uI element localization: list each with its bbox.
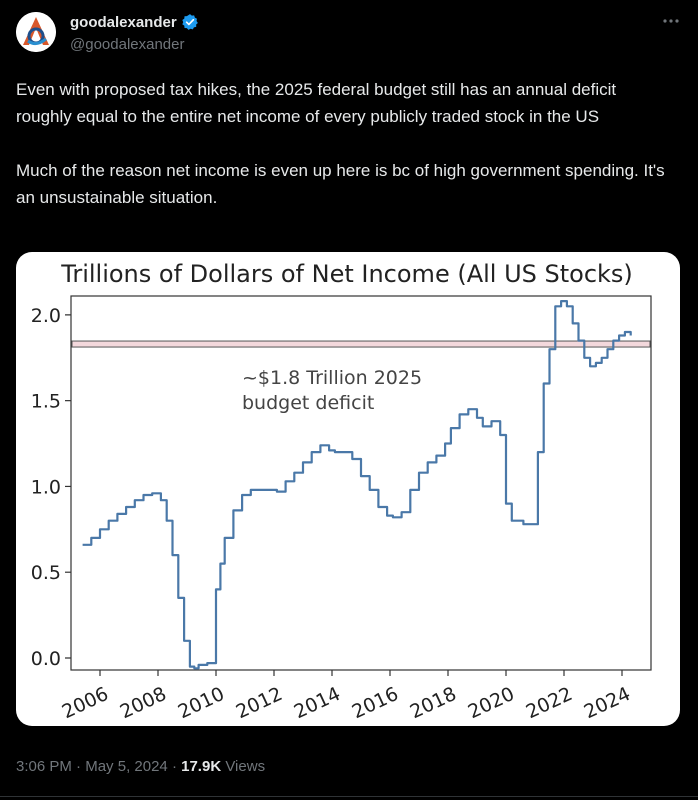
x-tick-label: 2006 xyxy=(59,683,112,723)
reference-label-line2: budget deficit xyxy=(242,392,374,414)
net-income-chart: Trillions of Dollars of Net Income (All … xyxy=(31,260,652,723)
tweet-date[interactable]: May 5, 2024 xyxy=(85,758,168,775)
y-tick-label: 1.0 xyxy=(31,476,61,498)
logo-avatar-icon xyxy=(16,12,56,52)
meta-separator: · xyxy=(76,758,82,775)
y-tick-label: 2.0 xyxy=(31,305,61,327)
y-axis: 0.0 0.5 1.0 1.5 2.0 xyxy=(31,305,71,670)
tweet-meta: 3:06 PM · May 5, 2024 · 17.9K Views xyxy=(16,758,265,775)
views-label: Views xyxy=(225,758,266,775)
x-tick-label: 2012 xyxy=(233,683,286,723)
divider xyxy=(0,796,698,797)
x-tick-label: 2022 xyxy=(523,683,576,723)
tweet-text: Even with proposed tax hikes, the 2025 f… xyxy=(16,80,665,207)
verified-badge-icon xyxy=(182,14,198,30)
y-tick-label: 0.5 xyxy=(31,562,61,584)
display-name[interactable]: goodalexander xyxy=(70,13,177,31)
author-row[interactable]: goodalexander xyxy=(70,13,199,31)
series-line xyxy=(82,300,632,670)
x-tick-label: 2020 xyxy=(465,683,518,723)
y-tick-label: 1.5 xyxy=(31,391,61,413)
x-axis: 2006 2008 2010 2012 2014 2016 2018 2020 2022 2024 xyxy=(59,670,634,723)
user-handle[interactable]: @goodalexander xyxy=(70,36,185,53)
reference-label-line1: ~$1.8 Trillion 2025 xyxy=(242,367,422,389)
x-tick-label: 2008 xyxy=(117,683,170,723)
budget-deficit-line xyxy=(71,340,651,348)
x-tick-label: 2016 xyxy=(349,683,402,723)
avatar[interactable] xyxy=(16,12,56,52)
meta-separator: · xyxy=(171,758,177,775)
plot-frame xyxy=(70,295,652,671)
views-count: 17.9K xyxy=(181,758,222,775)
x-tick-label: 2024 xyxy=(581,683,634,723)
y-tick-label: 0.0 xyxy=(31,648,61,670)
x-tick-label: 2010 xyxy=(175,683,228,723)
x-tick-label: 2018 xyxy=(407,683,460,723)
chart-image[interactable]: Trillions of Dollars of Net Income (All … xyxy=(16,252,680,726)
tweet-time[interactable]: 3:06 PM xyxy=(16,758,72,775)
more-options-icon[interactable] xyxy=(660,10,682,32)
chart-title: Trillions of Dollars of Net Income (All … xyxy=(60,260,633,288)
x-tick-label: 2014 xyxy=(291,683,344,723)
